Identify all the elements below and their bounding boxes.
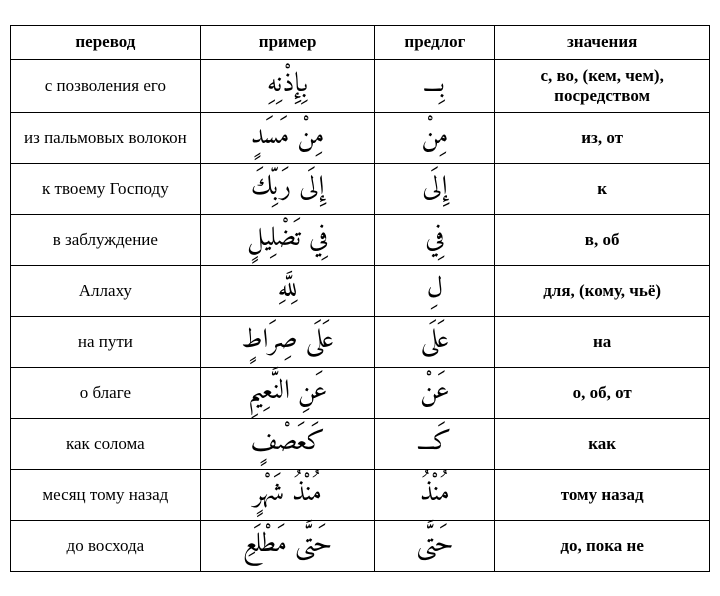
cell-preposition: حَتَّى [375, 520, 495, 571]
cell-translation: из пальмовых волокон [11, 112, 201, 163]
cell-translation: о благе [11, 367, 201, 418]
cell-translation: месяц тому назад [11, 469, 201, 520]
cell-meaning: в, об [495, 214, 710, 265]
cell-example: كَعَصْفٍ [200, 418, 375, 469]
table-row: Аллаху لِلَّهِ لِ для, (кому, чьё) [11, 265, 710, 316]
table-row: с позволения его بِإِذْنِهِ بِـــ с, во,… [11, 59, 710, 112]
cell-example: فِي تَضْلِيلٍ [200, 214, 375, 265]
cell-meaning: для, (кому, чьё) [495, 265, 710, 316]
cell-translation: в заблуждение [11, 214, 201, 265]
table-row: до восхода حَتَّى مَطْلَعِ حَتَّى до, по… [11, 520, 710, 571]
cell-meaning: на [495, 316, 710, 367]
cell-preposition: مُنْذُ [375, 469, 495, 520]
header-meaning: значения [495, 25, 710, 59]
cell-example: إِلَى رَبِّكَ [200, 163, 375, 214]
table-row: как солома كَعَصْفٍ كَـــ как [11, 418, 710, 469]
cell-translation: как солома [11, 418, 201, 469]
table-row: о благе عَنِ النَّعِيمِ عَنْ о, об, от [11, 367, 710, 418]
cell-preposition: عَلَى [375, 316, 495, 367]
cell-example: عَلَى صِرَاطٍ [200, 316, 375, 367]
table-row: из пальмовых волокон مِنْ مَسَدٍ مِنْ из… [11, 112, 710, 163]
cell-preposition: بِـــ [375, 59, 495, 112]
table-row: месяц тому назад مُنْذُ شَهْرٍ مُنْذُ то… [11, 469, 710, 520]
header-translation: перевод [11, 25, 201, 59]
header-row: перевод пример предлог значения [11, 25, 710, 59]
prepositions-table: перевод пример предлог значения с позвол… [10, 25, 710, 572]
cell-meaning: о, об, от [495, 367, 710, 418]
cell-example: بِإِذْنِهِ [200, 59, 375, 112]
table-row: к твоему Господу إِلَى رَبِّكَ إِلَى к [11, 163, 710, 214]
header-preposition: предлог [375, 25, 495, 59]
cell-meaning: как [495, 418, 710, 469]
cell-meaning: до, пока не [495, 520, 710, 571]
cell-translation: к твоему Господу [11, 163, 201, 214]
cell-example: حَتَّى مَطْلَعِ [200, 520, 375, 571]
table-row: на пути عَلَى صِرَاطٍ عَلَى на [11, 316, 710, 367]
cell-preposition: لِ [375, 265, 495, 316]
cell-example: عَنِ النَّعِيمِ [200, 367, 375, 418]
cell-meaning: к [495, 163, 710, 214]
cell-example: مِنْ مَسَدٍ [200, 112, 375, 163]
cell-translation: с позволения его [11, 59, 201, 112]
cell-meaning: с, во, (кем, чем), посредством [495, 59, 710, 112]
cell-example: مُنْذُ شَهْرٍ [200, 469, 375, 520]
cell-translation: до восхода [11, 520, 201, 571]
cell-meaning: из, от [495, 112, 710, 163]
cell-preposition: عَنْ [375, 367, 495, 418]
cell-preposition: إِلَى [375, 163, 495, 214]
cell-preposition: كَـــ [375, 418, 495, 469]
cell-preposition: فِي [375, 214, 495, 265]
cell-example: لِلَّهِ [200, 265, 375, 316]
table-body: с позволения его بِإِذْنِهِ بِـــ с, во,… [11, 59, 710, 571]
cell-translation: на пути [11, 316, 201, 367]
cell-translation: Аллаху [11, 265, 201, 316]
cell-meaning: тому назад [495, 469, 710, 520]
cell-preposition: مِنْ [375, 112, 495, 163]
header-example: пример [200, 25, 375, 59]
table-row: в заблуждение فِي تَضْلِيلٍ فِي в, об [11, 214, 710, 265]
